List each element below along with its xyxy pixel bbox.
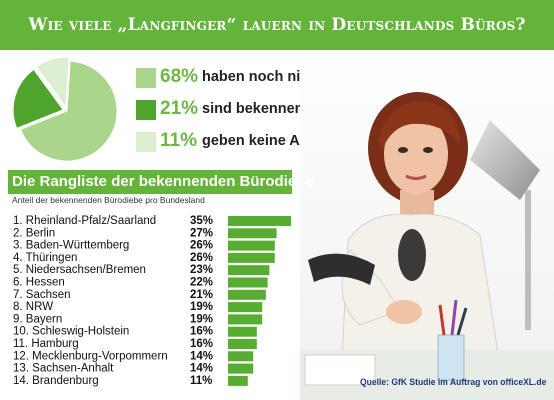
bar: [228, 216, 291, 226]
bar: [228, 289, 266, 300]
bar: [228, 265, 270, 276]
office-woman-illustration: [300, 50, 554, 400]
bar-value-label: 14%: [190, 363, 213, 375]
bar-category-label: 5. Niedersachsen/Bremen: [13, 264, 146, 276]
bar-category-label: 13. Sachsen-Anhalt: [13, 363, 114, 375]
bar-category-label: 8. NRW: [13, 301, 53, 313]
bar: [228, 277, 268, 288]
bar-value-label: 23%: [190, 264, 213, 276]
pie-slice: [19, 60, 118, 162]
legend-swatch: [136, 68, 156, 88]
bar-category-label: 9. Bayern: [13, 313, 62, 325]
ranking-title: Die Rangliste der bekennenden Bürodiebe: [8, 170, 314, 194]
ranking-subtitle: Anteil der bekennenden Bürodiebe pro Bun…: [12, 195, 205, 205]
bar-value-label: 14%: [190, 350, 213, 362]
header-banner: Wie viele „Langfinger“ lauern in Deutsch…: [0, 0, 554, 50]
bar: [228, 363, 254, 374]
pie-chart: [12, 56, 118, 162]
bar-value-label: 35%: [190, 215, 213, 227]
bar-category-label: 4. Thüringen: [13, 252, 77, 264]
bar-value-label: 27%: [190, 227, 213, 239]
legend-value: 21%: [160, 98, 199, 119]
bar-category-label: 2. Berlin: [13, 227, 55, 239]
bar: [228, 252, 275, 263]
bar-category-label: 10. Schleswig-Holstein: [13, 326, 129, 338]
pie-slice: [12, 68, 64, 129]
pie-slice: [35, 56, 70, 109]
page-title: Wie viele „Langfinger“ lauern in Deutsch…: [28, 15, 526, 35]
legend-value: 68%: [160, 66, 199, 87]
bar: [228, 302, 263, 313]
bar-category-label: 11. Hamburg: [13, 338, 79, 350]
bar-value-label: 26%: [190, 240, 213, 252]
bar-value-label: 19%: [190, 301, 213, 313]
bar-category-label: 3. Baden-Württemberg: [13, 240, 129, 252]
bar-category-label: 7. Sachsen: [13, 289, 71, 301]
bar: [228, 228, 277, 239]
bar-category-label: 12. Mecklenburg-Vorpommern: [13, 350, 168, 362]
source-note: Quelle: GfK Studie im Auftrag von office…: [360, 377, 547, 388]
bar-value-label: 16%: [190, 338, 213, 350]
bar-value-label: 16%: [190, 326, 213, 338]
bar-value-label: 21%: [190, 289, 213, 301]
bar-category-label: 6. Hessen: [13, 277, 65, 289]
bar: [228, 240, 275, 251]
bar: [228, 375, 248, 386]
legend-swatch: [136, 100, 156, 120]
bar-value-label: 19%: [190, 313, 213, 325]
bar-value-label: 22%: [190, 277, 213, 289]
bar-category-label: 1. Rheinland-Pfalz/Saarland: [13, 215, 156, 227]
bar: [228, 351, 254, 362]
bar-value-label: 11%: [190, 375, 212, 387]
legend-value: 11%: [160, 130, 197, 151]
bar-category-label: 14. Brandenburg: [13, 375, 99, 387]
legend-swatch: [136, 132, 156, 152]
bar: [228, 339, 257, 349]
bar-value-label: 26%: [190, 252, 213, 264]
bar: [228, 326, 257, 337]
bar: [228, 314, 263, 325]
